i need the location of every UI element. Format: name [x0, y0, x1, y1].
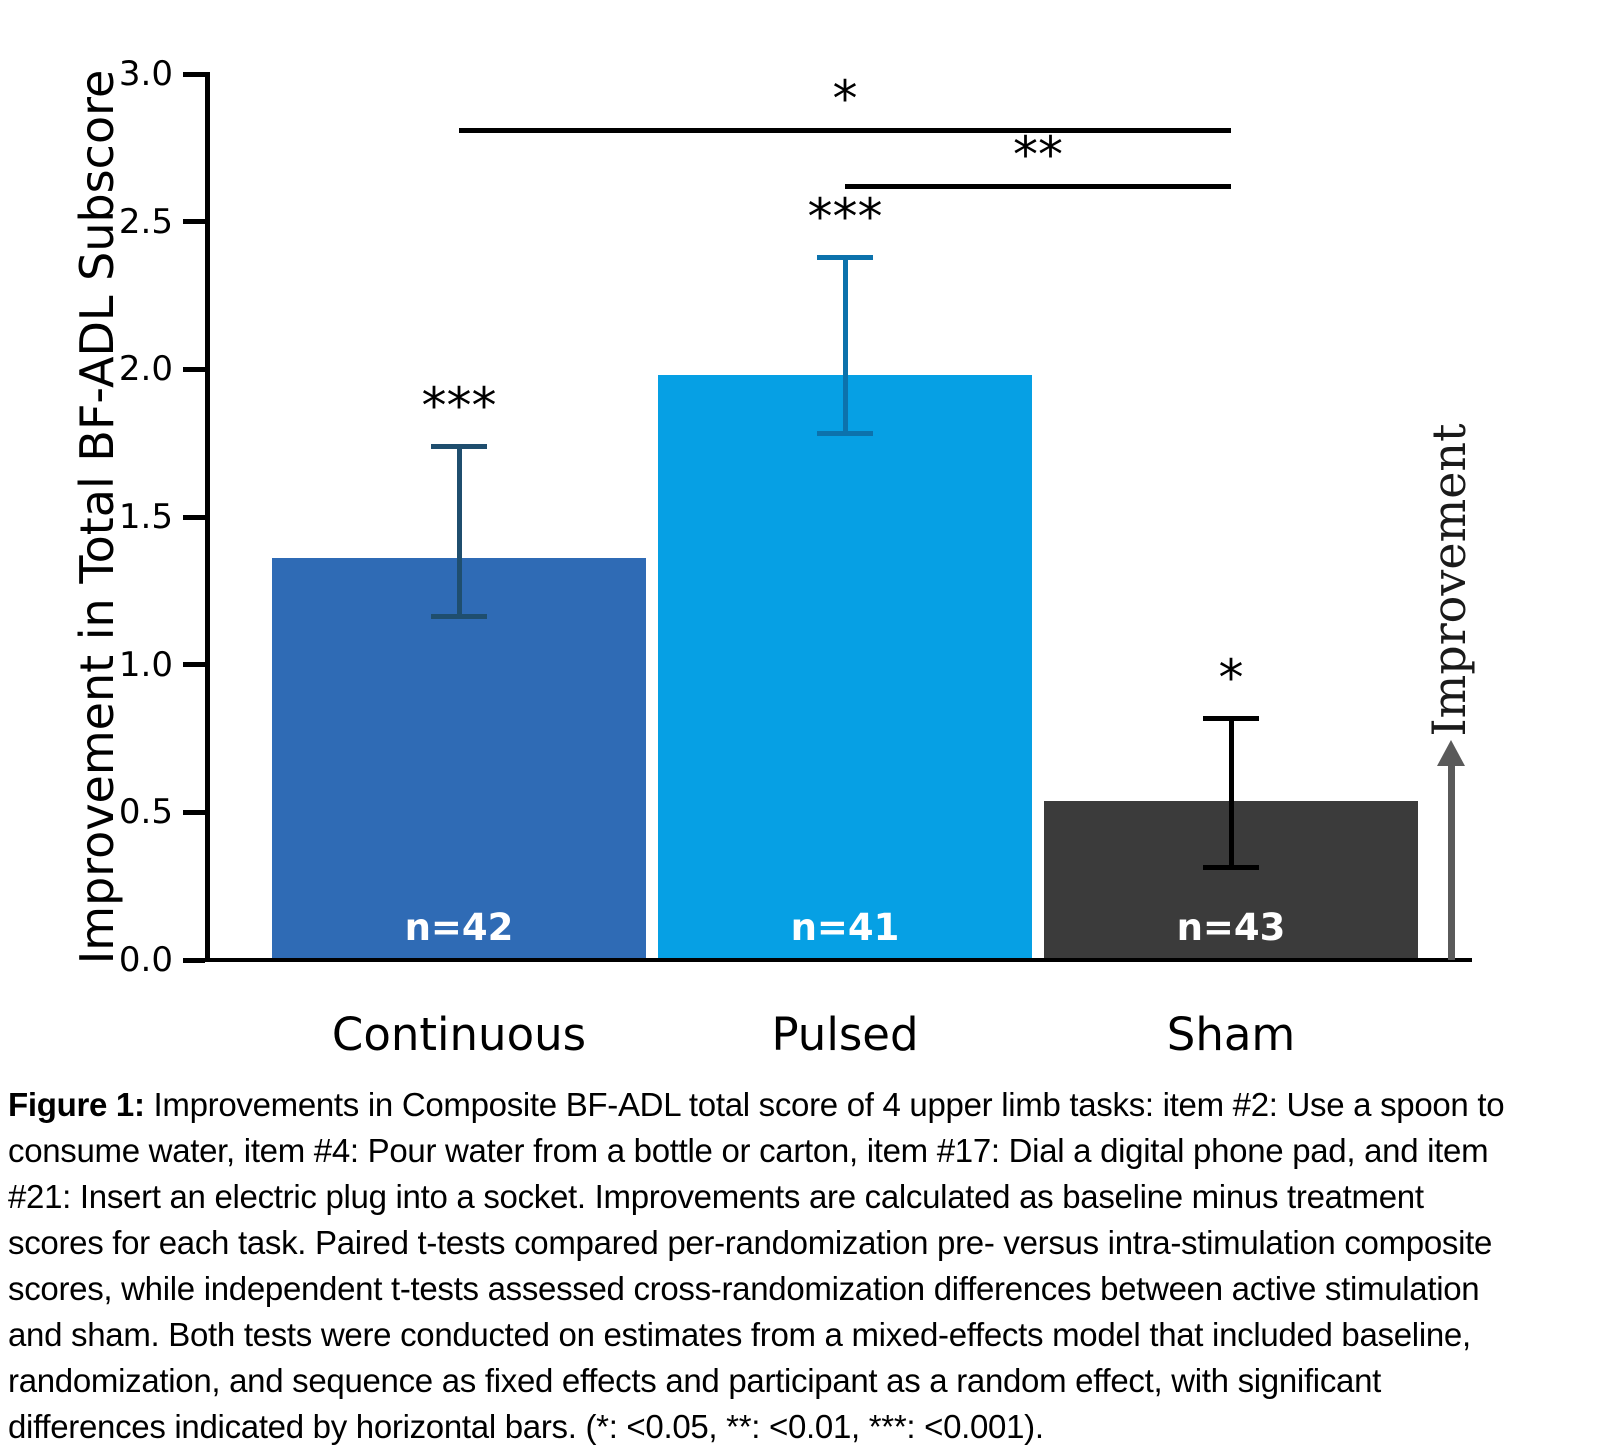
y-axis-spine: [205, 72, 210, 962]
error-bar-cap-top-sham: [1203, 715, 1259, 721]
bar-count-label-continuous: n=42: [404, 906, 514, 949]
caption-line: #21: Insert an electric plug into a sock…: [8, 1178, 1424, 1215]
x-axis-spine: [205, 958, 1472, 962]
error-bar-stem-continuous: [456, 446, 462, 618]
bar-chart: Improvement in Total BF-ADL Subscore Imp…: [70, 54, 1476, 1061]
figure-number: Figure 1:: [8, 1086, 145, 1123]
significance-marker-continuous: ***: [421, 377, 497, 436]
bar-count-label-sham: n=43: [1176, 906, 1286, 949]
significance-marker-sham: *: [1218, 648, 1244, 707]
bar-pulsed: [658, 375, 1032, 962]
x-tick-label-sham: Sham: [1166, 1008, 1296, 1061]
error-bar-cap-top-pulsed: [817, 255, 873, 261]
x-tick-label-pulsed: Pulsed: [771, 1008, 919, 1061]
improvement-arrow-stem: [1447, 764, 1455, 960]
y-axis-tick: [183, 219, 205, 225]
bar-continuous: [272, 558, 646, 962]
y-axis-tick: [183, 662, 205, 668]
significance-line-1: [459, 127, 1231, 133]
caption-line: consume water, item #4: Pour water from …: [8, 1132, 1489, 1169]
error-bar-cap-top-continuous: [431, 444, 487, 450]
error-bar-cap-bottom-continuous: [431, 614, 487, 620]
error-bar-cap-bottom-sham: [1203, 865, 1259, 871]
bar-count-label-pulsed: n=41: [790, 906, 900, 949]
improvement-arrow-head: [1437, 740, 1465, 767]
y-tick-label: 0.5: [118, 792, 173, 833]
significance-marker-pulsed: ***: [807, 188, 883, 247]
y-tick-label: 2.5: [118, 201, 173, 242]
y-axis-tick: [183, 514, 205, 520]
y-axis-tick: [183, 366, 205, 372]
y-tick-label: 2.0: [118, 349, 173, 390]
caption-line: Figure 1: Improvements in Composite BF-A…: [8, 1082, 1604, 1128]
y-tick-label: 3.0: [118, 54, 173, 94]
significance-label-2: **: [1013, 126, 1063, 185]
figure-caption: Figure 1: Improvements in Composite BF-A…: [8, 1082, 1604, 1450]
caption-line: randomization, and sequence as fixed eff…: [8, 1362, 1382, 1399]
y-tick-label: 1.0: [118, 644, 173, 685]
y-tick-label: 0.0: [118, 940, 173, 980]
caption-text: Improvements in Composite BF-ADL total s…: [144, 1086, 1505, 1123]
x-tick-label-continuous: Continuous: [331, 1008, 587, 1061]
y-axis-tick: [183, 809, 205, 815]
significance-line-2: [845, 183, 1231, 189]
caption-line: scores for each task. Paired t-tests com…: [8, 1224, 1493, 1261]
error-bar-cap-bottom-pulsed: [817, 431, 873, 437]
error-bar-stem-sham: [1228, 717, 1234, 869]
caption-line: and sham. Both tests were conducted on e…: [8, 1316, 1471, 1353]
improvement-axis-label: Improvement: [1422, 423, 1476, 737]
caption-line: scores, while independent t-tests assess…: [8, 1270, 1480, 1307]
caption-line: differences indicated by horizontal bars…: [8, 1408, 1044, 1445]
y-axis-tick: [183, 957, 205, 963]
y-tick-label: 1.5: [118, 497, 173, 537]
y-axis-tick: [183, 71, 205, 77]
significance-label-1: *: [832, 70, 858, 129]
error-bar-stem-pulsed: [842, 257, 848, 435]
